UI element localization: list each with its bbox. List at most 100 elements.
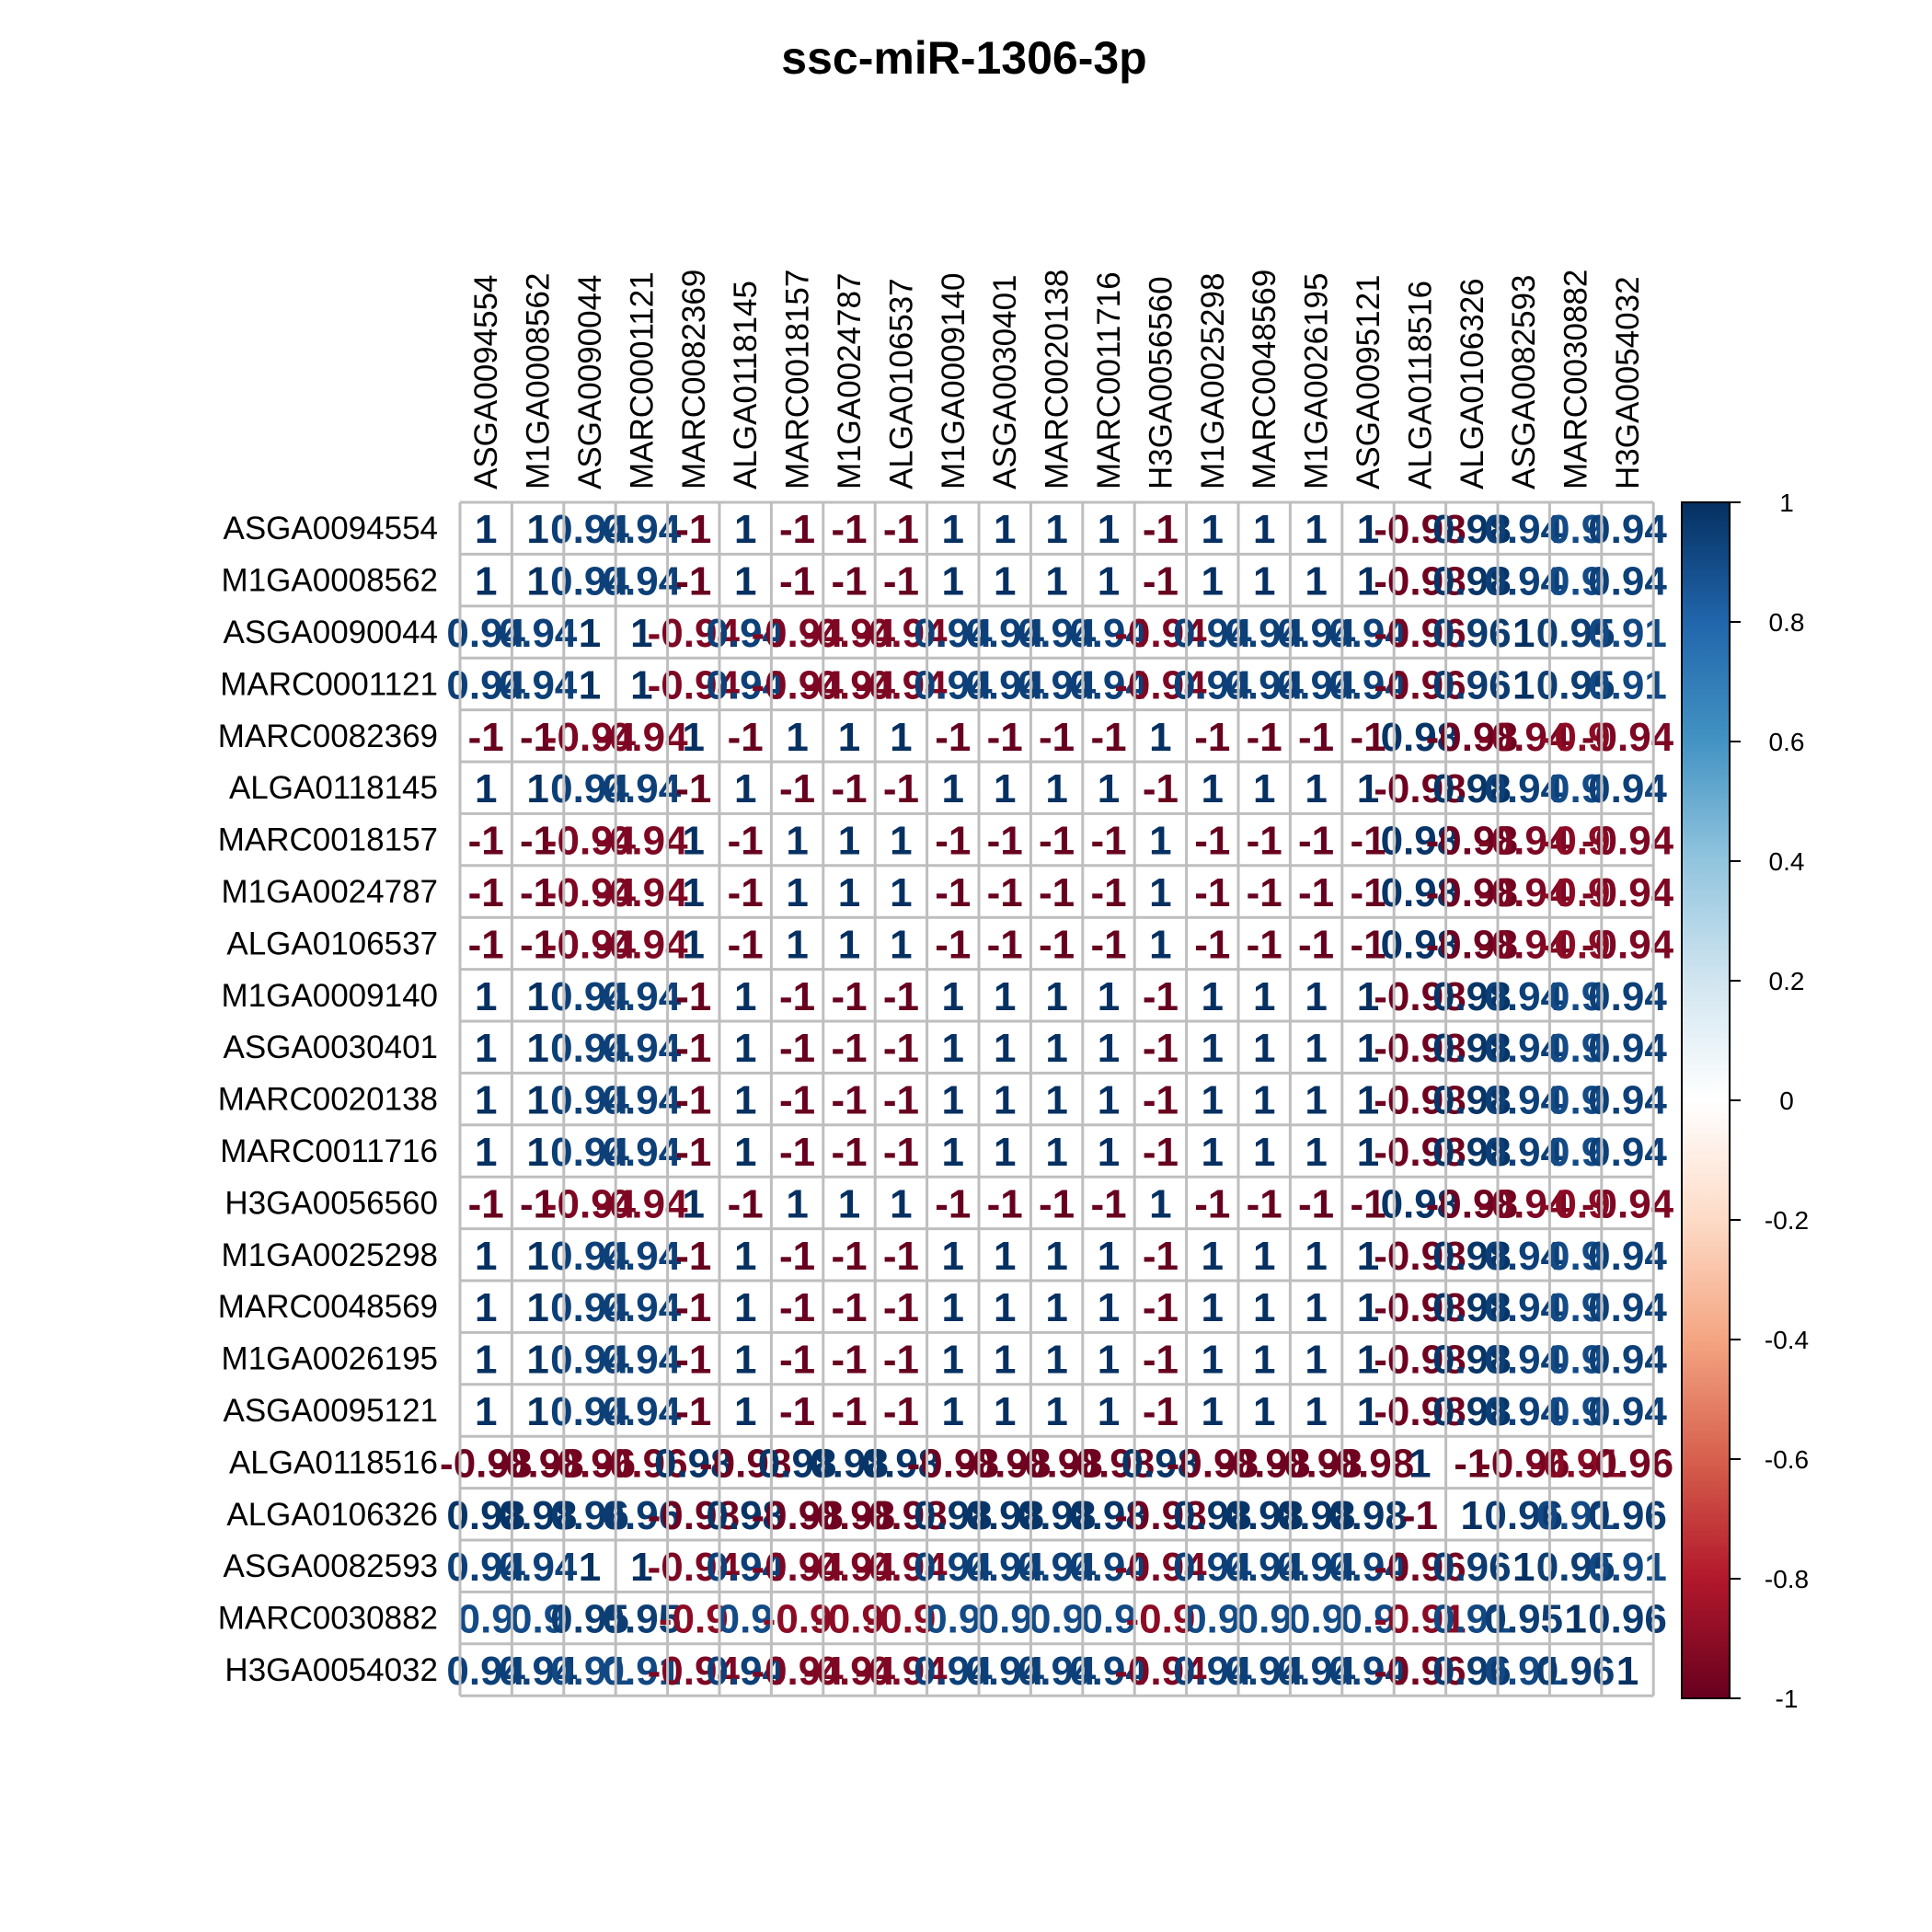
cell-value: 0.94: [499, 662, 578, 707]
cell-value: 1: [683, 1181, 705, 1226]
heatmap-cell: [460, 1177, 512, 1229]
heatmap-cell: [1290, 1540, 1342, 1593]
cell-value: 1: [475, 1130, 497, 1175]
cell-value: 1: [475, 1234, 497, 1279]
heatmap-cell: [926, 1073, 979, 1125]
row-label: ALGA0118145: [229, 770, 438, 806]
heatmap-cell: [1445, 658, 1498, 710]
heatmap-cell: [1394, 1124, 1446, 1178]
heatmap-cell: [1341, 502, 1395, 555]
heatmap-cell: [1498, 1228, 1550, 1281]
heatmap-cell: [667, 1384, 719, 1437]
cell-value: -1: [1194, 715, 1230, 760]
heatmap-cell: [1238, 1540, 1291, 1593]
heatmap-cell: [615, 1124, 668, 1178]
heatmap-cell: [822, 1540, 876, 1593]
cell-value: -0.94: [595, 870, 688, 915]
heatmap-cell: [822, 658, 876, 710]
cell-value: 1: [1098, 1026, 1120, 1071]
cell-value: -1: [883, 1130, 919, 1175]
cell-value: 1: [526, 1338, 548, 1383]
heatmap-cell: [1082, 554, 1135, 606]
heatmap-cell: [1186, 1332, 1238, 1385]
cell-value: -0.94: [1114, 1545, 1207, 1590]
column-labels: ASGA0094554 M1GA0008562 ASGA0090044 MARC000…: [468, 270, 1646, 489]
heatmap-cell: [719, 1540, 772, 1593]
heatmap-cell: [1445, 1540, 1498, 1593]
heatmap-cell: [926, 554, 979, 606]
cell-value: -1: [675, 1130, 711, 1175]
cell-value: -0.94: [1581, 715, 1674, 760]
cell-value: 1: [838, 715, 860, 760]
heatmap-cell: [1341, 969, 1395, 1021]
cell-value: 1: [942, 1026, 964, 1071]
cell-value: 1: [526, 766, 548, 811]
cell-value: -1: [987, 1181, 1023, 1226]
heatmap-cell: [512, 554, 564, 606]
cell-value: 1: [734, 507, 756, 552]
heatmap-cell: [1549, 813, 1602, 866]
heatmap-cell: [1030, 1124, 1083, 1178]
cell-value: -1: [1143, 1130, 1179, 1175]
heatmap-cell: [1290, 917, 1342, 970]
cell-value: -1: [1090, 715, 1126, 760]
heatmap-cell: [1134, 1384, 1187, 1437]
cell-value: 0.94: [603, 1234, 682, 1279]
heatmap-cell: [512, 1488, 564, 1540]
heatmap-cell: [1445, 1643, 1498, 1696]
heatmap-cell: [615, 1540, 668, 1593]
heatmap-cell: [1030, 762, 1083, 814]
heatmap-cell: [1186, 709, 1238, 762]
cell-value: 1: [579, 611, 601, 656]
heatmap-cell: [1134, 605, 1187, 659]
cell-value: -0.9: [1541, 1181, 1611, 1226]
cell-value: 0.94: [1588, 1078, 1667, 1123]
cell-value: -1: [728, 819, 764, 864]
cell-value: 0.94: [1588, 507, 1667, 552]
cell-value: -1: [883, 1234, 919, 1279]
heatmap-cell: [1134, 709, 1187, 762]
colorbar-tick-label: -0.6: [1765, 1445, 1809, 1474]
heatmap-cell: [1394, 1332, 1446, 1385]
cell-value: 1: [1098, 1285, 1120, 1330]
colorbar-tick-label: -0.4: [1765, 1326, 1809, 1354]
heatmap-cell: [1134, 1021, 1187, 1074]
heatmap-cell: [1601, 502, 1654, 555]
cell-value: -1: [1298, 819, 1334, 864]
heatmap-cell: [1394, 865, 1446, 918]
heatmap-cell: [979, 605, 1031, 659]
cell-value: -1: [1090, 922, 1126, 967]
cell-value: -1: [520, 1181, 556, 1226]
cell-value: 1: [1253, 1285, 1275, 1330]
heatmap-cell: [1030, 1436, 1083, 1489]
heatmap-cell: [822, 502, 876, 555]
heatmap-cell: [771, 865, 823, 918]
heatmap-cell: [1134, 1540, 1187, 1593]
cell-value: -1: [1247, 870, 1282, 915]
heatmap-cells: [460, 502, 1654, 1696]
heatmap-cell: [771, 1592, 823, 1644]
cell-value: -0.98: [1374, 559, 1466, 604]
heatmap-cell: [1030, 865, 1083, 918]
heatmap-cell: [1445, 1228, 1498, 1281]
row-label: M1GA0026195: [222, 1341, 438, 1377]
heatmap-cell: [979, 1332, 1031, 1385]
heatmap-cell: [1134, 969, 1187, 1021]
heatmap-cell: [1290, 1488, 1342, 1540]
cell-value: -0.96: [1374, 662, 1466, 707]
cell-value: 1: [994, 507, 1016, 552]
heatmap-cell: [875, 502, 927, 555]
cell-value: 1: [786, 870, 808, 915]
heatmap-cell: [615, 605, 668, 659]
cell-value: 1: [994, 1078, 1016, 1123]
cell-value: 1: [475, 1338, 497, 1383]
heatmap-cell: [667, 813, 719, 866]
cell-value: 1: [1045, 1078, 1067, 1123]
cell-value: 1: [1512, 1545, 1535, 1590]
row-label: ALGA0106537: [226, 926, 438, 961]
column-label: ASGA0082593: [1506, 274, 1542, 489]
cell-value: -0.94: [544, 870, 637, 915]
cell-value: 0.94: [1588, 1285, 1667, 1330]
heatmap-cell: [926, 1488, 979, 1540]
